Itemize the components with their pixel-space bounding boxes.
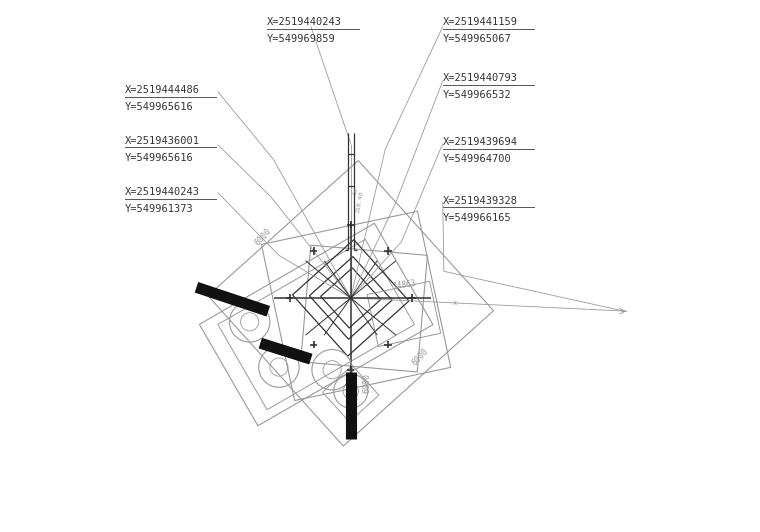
Text: X=2519440243: X=2519440243 xyxy=(268,17,342,27)
Text: Y=549965067: Y=549965067 xyxy=(443,34,511,44)
Text: 14863: 14863 xyxy=(392,279,416,290)
Text: 6000: 6000 xyxy=(253,226,273,247)
Text: X=2519439328: X=2519439328 xyxy=(443,196,518,206)
Text: Y=549964700: Y=549964700 xyxy=(443,154,511,164)
Text: X=2519441159: X=2519441159 xyxy=(443,17,518,27)
Text: X=2519440243: X=2519440243 xyxy=(125,187,200,197)
Text: X=2519444486: X=2519444486 xyxy=(125,85,200,95)
Text: X=2519439694: X=2519439694 xyxy=(443,137,518,147)
Text: Y=549969859: Y=549969859 xyxy=(268,34,336,44)
Text: Y=549965616: Y=549965616 xyxy=(125,153,193,163)
Text: 6000: 6000 xyxy=(363,373,371,393)
Text: Y=549966165: Y=549966165 xyxy=(443,213,511,223)
Text: Y=549961373: Y=549961373 xyxy=(125,204,193,214)
Text: X=2519436001: X=2519436001 xyxy=(125,136,200,146)
Text: X=2519440793: X=2519440793 xyxy=(443,73,518,84)
Text: x: x xyxy=(452,300,457,306)
Text: Y=549965616: Y=549965616 xyxy=(125,102,193,112)
Text: 6000: 6000 xyxy=(410,346,430,367)
Text: 218.40: 218.40 xyxy=(356,190,364,214)
Text: Y=549966532: Y=549966532 xyxy=(443,90,511,101)
Text: 1e: 1e xyxy=(352,187,358,196)
